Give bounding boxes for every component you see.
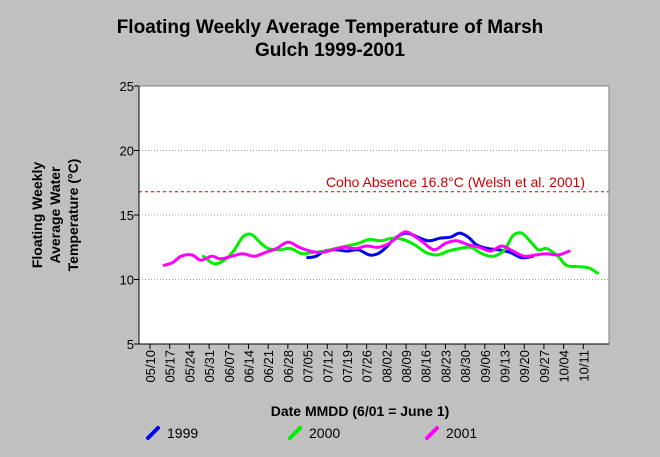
- x-tick-label: 09/06: [478, 350, 493, 383]
- series-line-2000: [202, 231, 599, 275]
- x-tick-label: 08/23: [438, 350, 453, 383]
- y-tick-label: 25: [120, 79, 134, 94]
- y-axis-title-line2: Average Water: [47, 166, 63, 264]
- legend-swatch-2001: [425, 426, 439, 440]
- x-tick-label: 08/16: [419, 350, 434, 383]
- x-tick-label: 08/02: [379, 350, 394, 383]
- x-tick-label: 05/10: [143, 350, 158, 383]
- y-axis-title: Floating Weekly Average Water Temperatur…: [29, 159, 81, 272]
- x-tick-label: 07/12: [320, 350, 335, 383]
- y-tick-label: 20: [120, 144, 134, 159]
- legend-swatch-2000: [288, 426, 302, 440]
- x-tick-label: 05/17: [163, 350, 178, 383]
- y-tick-label: 10: [120, 273, 134, 288]
- x-axis-title: Date MMDD (6/01 = June 1): [271, 403, 450, 419]
- legend-label-2001: 2001: [446, 425, 477, 441]
- chart-title-line2: Gulch 1999-2001: [255, 40, 405, 61]
- x-tick-label: 06/28: [281, 350, 296, 383]
- legend-swatch-1999: [146, 426, 160, 440]
- chart-title-line1: Floating Weekly Average Temperature of M…: [117, 17, 544, 38]
- axes: [134, 85, 609, 349]
- y-tick-label: 15: [120, 208, 134, 223]
- x-tick-label: 09/20: [517, 350, 532, 383]
- coho-reference-label: Coho Absence 16.8°C (Welsh et al. 2001): [326, 174, 585, 190]
- legend-label-2000: 2000: [309, 425, 340, 441]
- x-tick-label: 10/04: [557, 350, 572, 383]
- x-tick-label: 05/24: [182, 350, 197, 383]
- x-tick-label: 09/13: [498, 350, 513, 383]
- series-line-2001: [162, 230, 571, 267]
- x-tick-label: 07/19: [340, 350, 355, 383]
- y-axis-title-line1: Floating Weekly: [29, 162, 45, 269]
- reference-line-group: Coho Absence 16.8°C (Welsh et al. 2001): [139, 174, 609, 193]
- series-group: [162, 230, 599, 275]
- y-axis-title-line3: Temperature (°C): [65, 159, 81, 272]
- legend: 1999 2000 2001: [146, 425, 477, 441]
- x-tick-label: 10/11: [576, 350, 591, 382]
- x-tick-label: 09/27: [537, 350, 552, 383]
- legend-label-1999: 1999: [167, 425, 198, 441]
- x-tick-label: 07/26: [360, 350, 375, 383]
- x-tick-label: 07/05: [301, 350, 316, 383]
- x-tick-label: 05/31: [202, 350, 217, 383]
- x-tick-label: 08/09: [399, 350, 414, 383]
- x-tick-labels: 05/10 05/17 05/24 05/31 06/07 06/14 06/21 06/28…: [143, 350, 591, 383]
- x-tick-label: 06/21: [261, 350, 276, 383]
- x-tick-label: 06/14: [241, 350, 256, 383]
- y-tick-label: 5: [127, 337, 134, 352]
- x-tick-label: 08/30: [458, 350, 473, 383]
- x-tick-label: 06/07: [222, 350, 237, 383]
- y-tick-labels: 5 10 15 20 25: [120, 79, 134, 352]
